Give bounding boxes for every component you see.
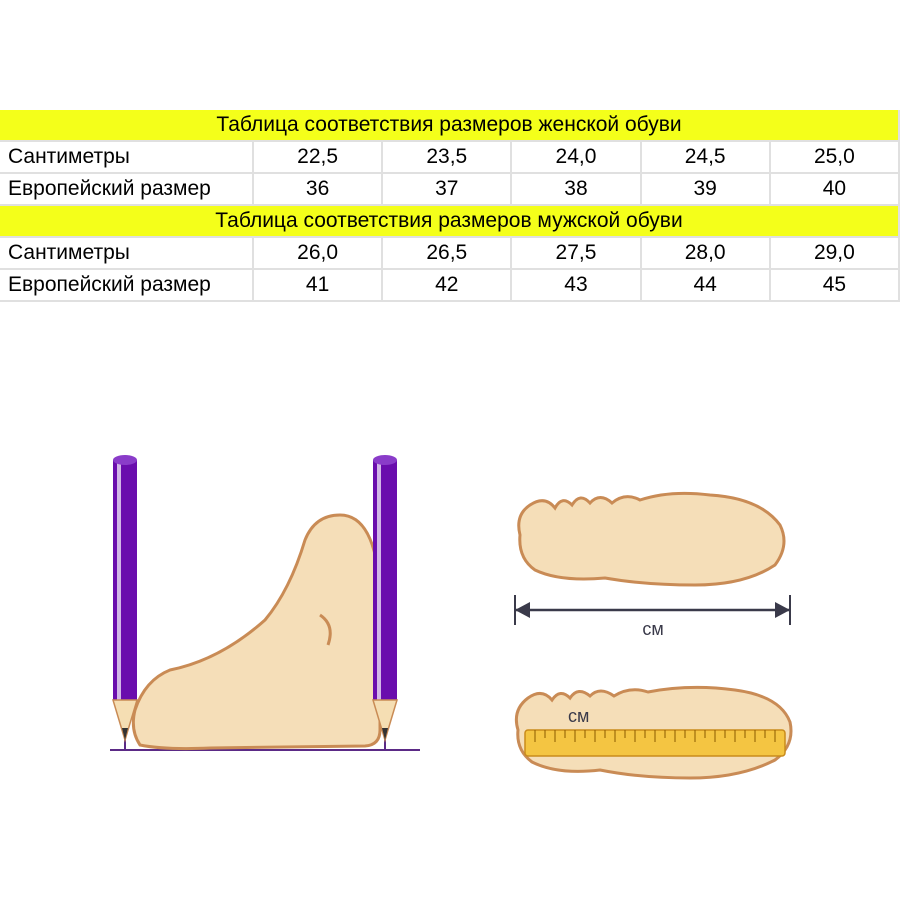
pencil-right-icon <box>373 455 397 740</box>
women-row-cm: Сантиметры 22,5 23,5 24,0 24,5 25,0 <box>0 141 899 173</box>
pencil-left-icon <box>113 455 137 740</box>
cm-label-1: см <box>642 619 663 639</box>
cell: 23,5 <box>382 141 511 173</box>
row-label: Сантиметры <box>0 141 253 173</box>
cm-label-2: см <box>568 706 589 726</box>
ruler-icon <box>525 730 785 756</box>
foot-side-diagram <box>110 455 420 750</box>
women-row-eu: Европейский размер 36 37 38 39 40 <box>0 173 899 205</box>
cell: 38 <box>511 173 640 205</box>
men-row-eu: Европейский размер 41 42 43 44 45 <box>0 269 899 301</box>
row-label: Европейский размер <box>0 173 253 205</box>
row-label: Сантиметры <box>0 237 253 269</box>
cell: 39 <box>641 173 770 205</box>
men-header-row: Таблица соответствия размеров мужской об… <box>0 205 899 237</box>
cell: 29,0 <box>770 237 899 269</box>
cell: 36 <box>253 173 382 205</box>
cell: 27,5 <box>511 237 640 269</box>
cell: 43 <box>511 269 640 301</box>
cell: 26,5 <box>382 237 511 269</box>
cell: 41 <box>253 269 382 301</box>
women-title: Таблица соответствия размеров женской об… <box>0 110 899 141</box>
cell: 42 <box>382 269 511 301</box>
cell: 44 <box>641 269 770 301</box>
cell: 25,0 <box>770 141 899 173</box>
men-row-cm: Сантиметры 26,0 26,5 27,5 28,0 29,0 <box>0 237 899 269</box>
size-tables: Таблица соответствия размеров женской об… <box>0 110 900 302</box>
men-title: Таблица соответствия размеров мужской об… <box>0 205 899 237</box>
footprint-outline-icon <box>519 493 784 585</box>
cell: 45 <box>770 269 899 301</box>
row-label: Европейский размер <box>0 269 253 301</box>
cell: 24,0 <box>511 141 640 173</box>
cell: 24,5 <box>641 141 770 173</box>
cell: 28,0 <box>641 237 770 269</box>
women-header-row: Таблица соответствия размеров женской об… <box>0 110 899 141</box>
footprint-outline-diagram: см <box>515 493 790 639</box>
cell: 40 <box>770 173 899 205</box>
foot-side-icon <box>133 515 380 749</box>
measurement-diagrams: см <box>0 450 900 850</box>
cell: 26,0 <box>253 237 382 269</box>
footprint-ruler-diagram: см <box>516 687 791 778</box>
cell: 22,5 <box>253 141 382 173</box>
cell: 37 <box>382 173 511 205</box>
